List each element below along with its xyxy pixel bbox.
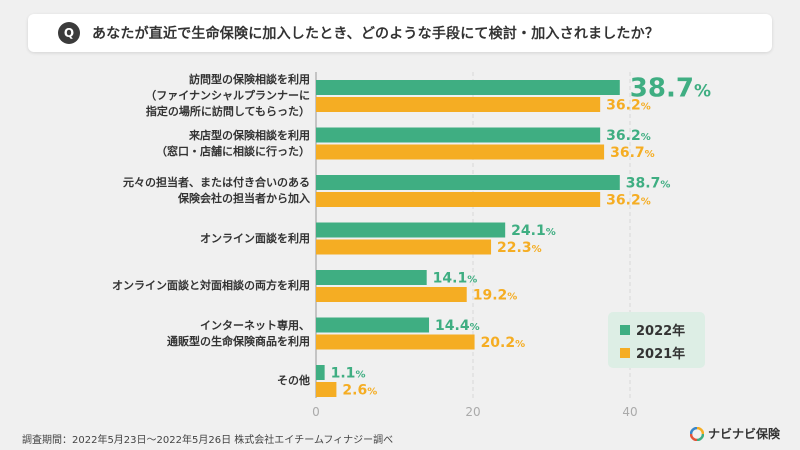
data-label-2022-6: 1.1%	[331, 366, 366, 382]
data-label-2021-2: 36.2%	[606, 193, 651, 209]
title-bar	[28, 14, 772, 52]
category-label-line: オンライン面談を利用	[200, 231, 310, 245]
category-label: その他	[277, 373, 310, 389]
x-tick-label-20: 20	[465, 405, 480, 419]
x-tick-label-0: 0	[312, 405, 320, 419]
category-label-line: 通販型の生命保険商品を利用	[167, 334, 310, 348]
bar-2022-5	[316, 317, 430, 333]
survey-footnote: 調査期間：2022年5月23日〜2022年5月26日 株式会社エイチームフィナジ…	[22, 435, 394, 446]
legend-swatch-2022	[620, 324, 630, 335]
category-label: 元々の担当者、または付き合いのある保険会社の担当者から加入	[123, 175, 310, 207]
category-label-line: その他	[277, 374, 310, 387]
bar-2022-3	[316, 222, 506, 238]
bar-2021-4	[316, 287, 467, 302]
brand-logo: ナビナビ保険	[690, 425, 780, 442]
data-label-2022-5: 14.4%	[435, 318, 480, 334]
legend-label-2022: 2022年	[636, 324, 686, 339]
bar-2022-2	[316, 175, 620, 190]
category-label: オンライン面談を利用	[200, 231, 310, 247]
category-label-line: （窓口・店舗に相談に行った）	[156, 144, 310, 158]
legend-label-2021: 2021年	[636, 347, 686, 362]
data-label-2021-3: 22.3%	[497, 240, 542, 256]
bar-2022-6	[316, 365, 325, 380]
bar-2021-5	[316, 334, 475, 350]
category-label-line: 元々の担当者、または付き合いのある	[123, 176, 310, 189]
data-label-2022-2: 38.7%	[626, 176, 671, 192]
bar-2022-1	[316, 127, 601, 143]
category-label-line: インターネット専用、	[200, 318, 310, 332]
data-label-2021-1: 36.7%	[610, 145, 655, 161]
bar-2022-0	[316, 80, 620, 95]
chart-title: あなたが直近で生命保険に加入したとき、どのような手段にて検討・加入されましたか？	[92, 26, 660, 42]
category-label-line: 訪問型の保険相談を利用	[189, 73, 310, 86]
category-label-line: オンライン面談と対面相談の両方を利用	[112, 279, 310, 292]
category-label-line: 来店型の保険相談を利用	[189, 128, 310, 142]
bar-2021-3	[316, 239, 492, 255]
logo-text: ナビナビ保険	[708, 427, 781, 441]
bar-2021-0	[316, 97, 601, 112]
x-tick-label-40: 40	[622, 405, 637, 419]
data-label-2021-6: 2.6%	[342, 383, 377, 399]
data-label-2022-0: 38.7%	[630, 74, 711, 104]
category-label-line: （ファイナンシャルプランナーに	[145, 89, 310, 102]
legend-swatch-2021	[620, 347, 630, 358]
bar-2022-4	[316, 270, 427, 285]
category-label-line: 指定の場所に訪問してもらった）	[145, 105, 310, 118]
data-label-2021-5: 20.2%	[481, 335, 526, 351]
bar-2021-2	[316, 192, 601, 207]
legend: 2022年 2021年	[608, 312, 705, 368]
bar-2021-1	[316, 144, 605, 160]
data-label-2022-4: 14.1%	[433, 271, 478, 287]
legend-item-2021: 2021年	[620, 343, 685, 362]
logo-icon	[690, 426, 704, 441]
question-badge: Q	[58, 22, 80, 44]
data-label-2022-1: 36.2%	[606, 128, 651, 144]
data-label-2021-0: 36.2%	[606, 98, 651, 114]
category-label-line: 保険会社の担当者から加入	[178, 192, 310, 205]
data-label-2021-4: 19.2%	[473, 288, 518, 304]
category-label: インターネット専用、通販型の生命保険商品を利用	[167, 318, 310, 350]
legend-item-2022: 2022年	[620, 320, 685, 339]
bar-2021-6	[316, 382, 337, 397]
data-label-2022-3: 24.1%	[511, 223, 556, 239]
category-label: 訪問型の保険相談を利用 （ファイナンシャルプランナーに 指定の場所に訪問してもらった…	[145, 72, 310, 120]
category-label: 来店型の保険相談を利用 （窓口・店舗に相談に行った）	[156, 128, 310, 160]
category-label: オンライン面談と対面相談の両方を利用	[112, 278, 310, 294]
